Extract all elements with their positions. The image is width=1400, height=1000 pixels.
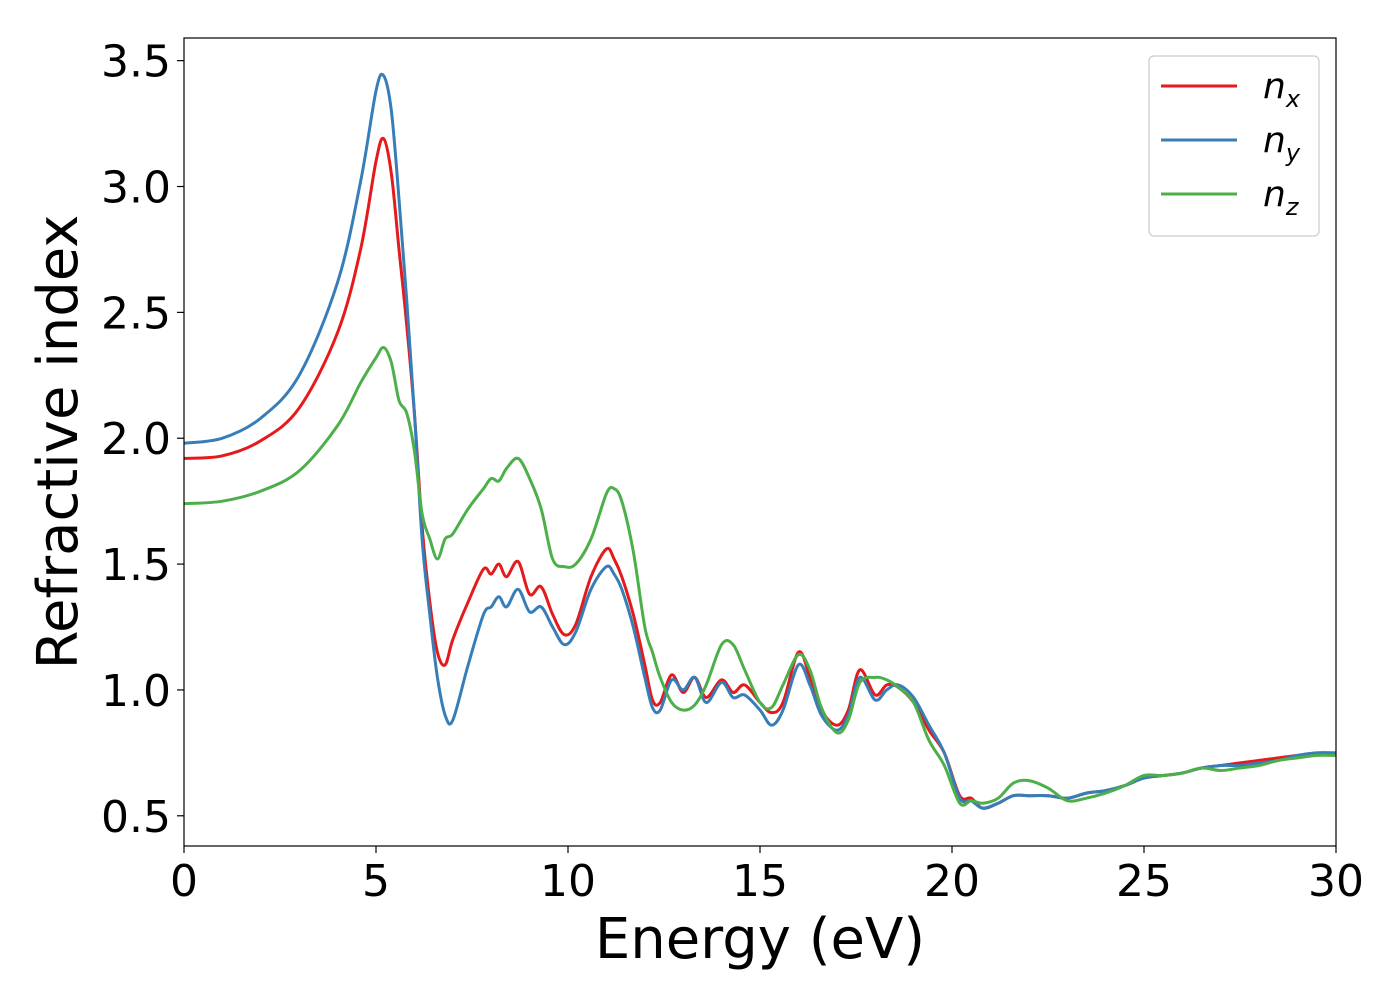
- y-tick-label: 3.0: [101, 163, 171, 214]
- y-tick-label: 3.5: [101, 37, 171, 88]
- x-tick-label: 15: [732, 856, 788, 907]
- x-axis-title: Energy (eV): [595, 907, 925, 972]
- plot-area: [184, 72, 1336, 810]
- x-tick-label: 20: [924, 856, 980, 907]
- series-line-z: [184, 346, 1336, 807]
- x-tick-label: 5: [362, 856, 390, 907]
- y-tick-label: 2.0: [101, 414, 171, 465]
- x-tick-label: 10: [540, 856, 596, 907]
- y-tick-label: 1.5: [101, 540, 171, 591]
- y-tick-label: 2.5: [101, 288, 171, 339]
- y-tick-label: 0.5: [101, 792, 171, 843]
- x-tick-label: 25: [1116, 856, 1172, 907]
- legend-box: [1148, 55, 1320, 237]
- x-tick-label: 30: [1308, 856, 1364, 907]
- axes: 0 5 10 15 20 25 30 0.5 1.0 1.5 2.0 2.5 3.0 3.5: [101, 37, 1364, 907]
- y-tick-label: 1.0: [101, 666, 171, 717]
- y-axis-title: Refractive index: [26, 215, 91, 670]
- x-tick-label: 0: [170, 856, 198, 907]
